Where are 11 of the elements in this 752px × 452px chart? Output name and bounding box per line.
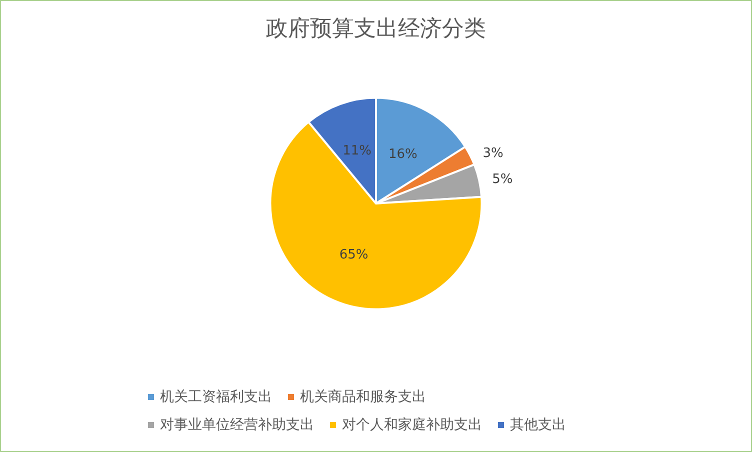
legend-label: 机关商品和服务支出 bbox=[300, 389, 426, 405]
legend-label: 机关工资福利支出 bbox=[160, 389, 272, 405]
legend-label: 对个人和家庭补助支出 bbox=[342, 417, 482, 433]
legend-label: 其他支出 bbox=[510, 417, 566, 433]
data-label: 65% bbox=[339, 247, 368, 262]
data-label: 3% bbox=[482, 146, 504, 162]
data-label: 11% bbox=[342, 143, 372, 158]
chart-title: 政府预算支出经济分类 bbox=[266, 16, 486, 42]
data-label: 16% bbox=[388, 147, 418, 162]
data-label: 5% bbox=[492, 172, 513, 188]
legend-label: 对事业单位经营补助支出 bbox=[160, 417, 314, 433]
